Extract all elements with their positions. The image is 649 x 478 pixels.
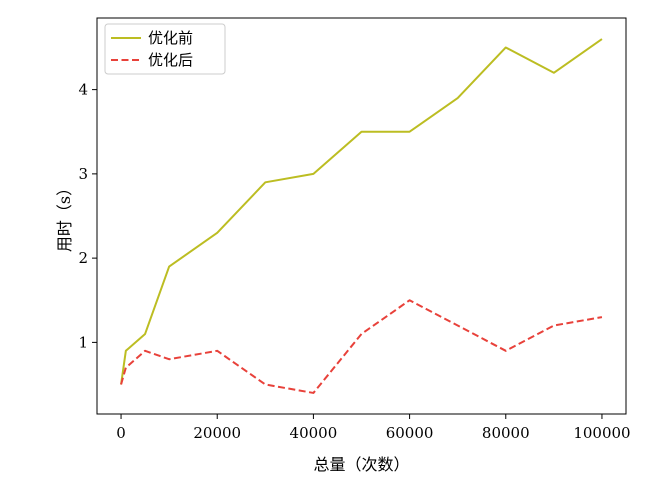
series-line-2 bbox=[120, 299, 603, 394]
legend-label: 优化后 bbox=[148, 51, 193, 69]
y-axis: 1 2 3 4 bbox=[78, 81, 97, 351]
x-tick-label: 100000 bbox=[573, 424, 630, 442]
y-tick-label: 1 bbox=[78, 333, 88, 351]
legend-box bbox=[104, 23, 226, 75]
y-tick-label: 2 bbox=[78, 249, 88, 267]
x-tick-label: 40000 bbox=[290, 424, 338, 442]
y-tick-label: 3 bbox=[78, 165, 88, 183]
legend-label: 优化前 bbox=[148, 29, 193, 47]
x-axis: 0 20000 40000 60000 80000 100000 bbox=[116, 414, 631, 442]
x-tick-label: 60000 bbox=[386, 424, 434, 442]
y-axis-title: 用时（s） bbox=[55, 180, 74, 252]
x-tick-label: 80000 bbox=[482, 424, 530, 442]
y-tick-label: 4 bbox=[78, 81, 88, 99]
series-layer bbox=[120, 38, 603, 394]
series-line-1 bbox=[120, 38, 603, 385]
x-tick-label: 0 bbox=[116, 424, 126, 442]
plot-area-frame bbox=[96, 17, 627, 415]
x-axis-title: 总量（次数） bbox=[313, 455, 409, 474]
x-tick-label: 20000 bbox=[193, 424, 241, 442]
